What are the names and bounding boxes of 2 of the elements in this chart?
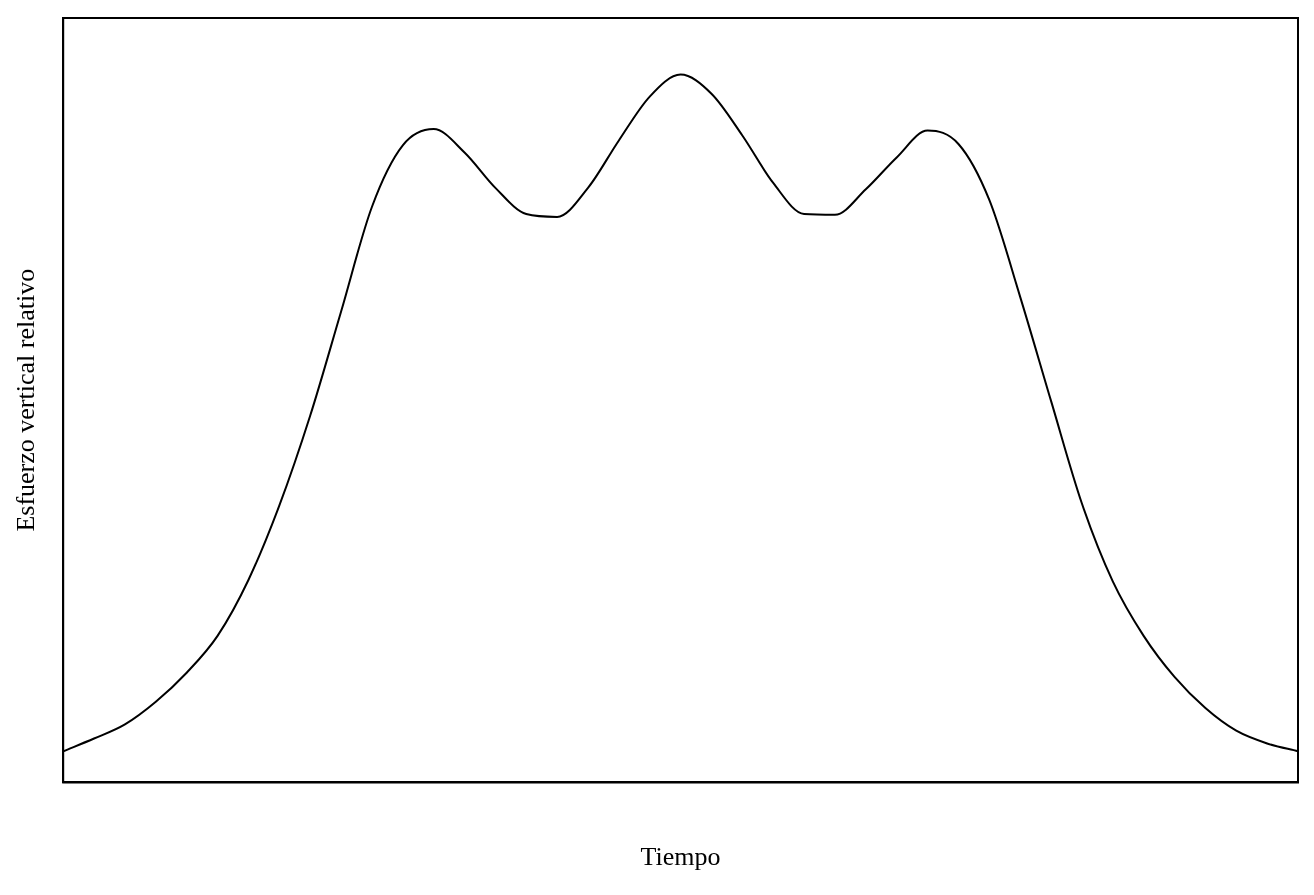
x-axis-title: Tiempo <box>640 842 721 872</box>
y-axis-title: Esfuerzo vertical relativo <box>11 268 41 532</box>
